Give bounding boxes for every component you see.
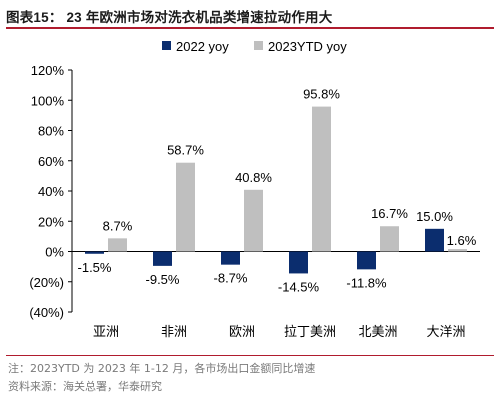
bar-2022 [357,251,376,270]
data-label: 1.6% [447,233,477,248]
legend-label: 2023YTD yoy [268,39,347,54]
bar-2023ytd [176,162,195,252]
data-label: -9.5% [146,272,180,287]
x-category-label: 拉丁美洲 [284,325,336,340]
x-category-label: 非洲 [161,325,187,340]
bar-2022 [153,251,172,266]
data-label: 8.7% [103,218,133,233]
y-tick-label: 0% [45,245,64,260]
y-tick-label: 40% [38,184,64,199]
figure-note: 注：2023YTD 为 2023 年 1-12 月，各市场出口金额同比增速 [8,362,316,375]
data-label: -14.5% [278,279,320,294]
data-label: 16.7% [371,206,408,221]
title-divider [6,27,494,29]
x-category-label: 欧洲 [229,325,255,340]
x-category-label: 北美洲 [358,325,397,340]
bar-2023ytd [380,226,399,252]
y-tick-label: 120% [31,63,65,78]
y-tick-label: 60% [38,154,64,169]
bar-chart: (40%) (20%) 0% 20% 40% 60% 80% 100% 120% -1.5% 8.7… [29,39,480,340]
figure-source: 资料来源：海关总署，华泰研究 [8,380,162,393]
legend-swatch [254,41,263,50]
bar-2022 [221,251,240,265]
bar-2023ytd [312,106,331,252]
bar-2023ytd [108,238,127,252]
data-label: 95.8% [303,87,340,102]
data-label: 58.7% [167,143,204,158]
bar-2022 [289,251,308,274]
legend-label: 2022 yoy [176,39,229,54]
data-label: -1.5% [78,260,112,275]
bar-2023ytd [244,189,263,252]
data-label: 15.0% [416,209,453,224]
bar-2022 [85,251,104,254]
y-tick-label: 20% [38,214,64,229]
bar-2023ytd [448,249,467,252]
y-tick-label: (20%) [29,275,64,290]
data-label: 40.8% [235,170,272,185]
x-category-label: 亚洲 [93,325,119,340]
x-category-label: 大洋洲 [426,325,465,340]
y-tick-label: 80% [38,124,64,139]
y-tick-label: 100% [31,93,65,108]
data-label: -8.7% [214,271,248,286]
legend-swatch [162,41,171,50]
footer-divider [6,355,494,356]
bar-2022 [425,228,444,252]
y-tick-label: (40%) [29,305,64,320]
figure-title: 图表15： 23 年欧洲市场对洗衣机品类增速拉动作用大 [6,10,333,25]
data-label: -11.8% [346,275,387,290]
